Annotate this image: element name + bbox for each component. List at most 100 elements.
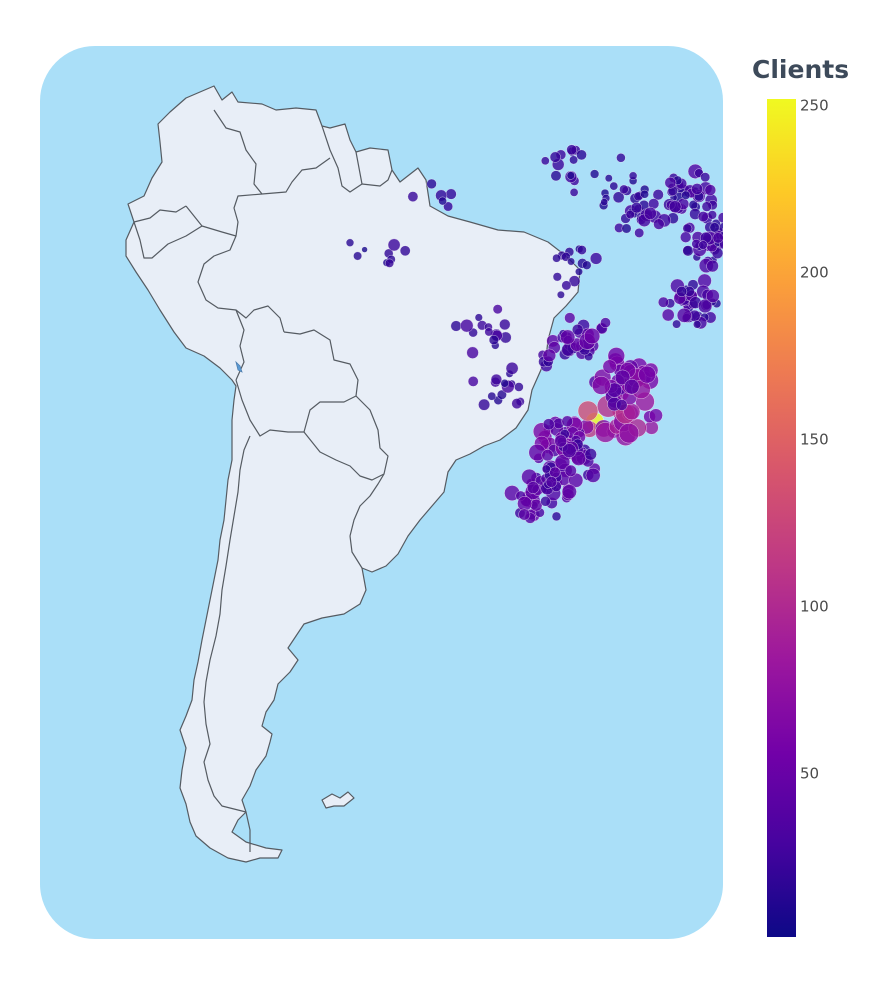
client-bubble[interactable]	[712, 232, 724, 244]
client-bubble[interactable]	[704, 184, 717, 196]
client-bubble[interactable]	[542, 348, 557, 363]
client-bubble[interactable]	[384, 258, 395, 268]
client-bubble[interactable]	[616, 153, 626, 163]
client-bubble[interactable]	[540, 496, 551, 507]
client-bubble[interactable]	[576, 149, 587, 161]
client-bubble[interactable]	[542, 418, 555, 431]
client-bubble[interactable]	[676, 307, 692, 323]
client-bubble[interactable]	[387, 238, 401, 252]
client-bubble[interactable]	[585, 467, 601, 483]
client-bubble[interactable]	[569, 188, 579, 197]
client-bubble[interactable]	[624, 378, 640, 395]
client-bubble[interactable]	[556, 290, 565, 299]
client-bubble[interactable]	[676, 286, 688, 297]
client-bubble[interactable]	[487, 391, 497, 401]
client-bubble[interactable]	[652, 189, 664, 201]
client-bubble[interactable]	[680, 231, 692, 243]
client-bubble[interactable]	[697, 298, 713, 314]
client-bubble[interactable]	[545, 476, 558, 488]
client-bubble[interactable]	[426, 178, 437, 190]
client-bubble[interactable]	[577, 400, 599, 422]
client-bubble[interactable]	[681, 190, 691, 200]
client-bubble[interactable]	[577, 245, 587, 255]
client-bubble[interactable]	[526, 481, 540, 494]
client-bubble[interactable]	[478, 398, 491, 411]
client-bubble[interactable]	[693, 320, 702, 329]
client-bubble[interactable]	[691, 183, 703, 195]
client-bubble[interactable]	[653, 218, 665, 230]
client-bubble[interactable]	[560, 329, 576, 345]
client-bubble[interactable]	[717, 212, 728, 224]
client-bubble[interactable]	[661, 308, 675, 322]
client-bubble[interactable]	[583, 327, 601, 345]
client-bubble[interactable]	[664, 176, 677, 189]
client-bubble[interactable]	[616, 399, 628, 411]
client-bubble[interactable]	[566, 144, 578, 156]
client-bubble[interactable]	[709, 222, 720, 233]
client-bubble[interactable]	[697, 211, 709, 223]
client-bubble[interactable]	[589, 169, 600, 179]
client-bubble[interactable]	[602, 359, 617, 374]
client-bubble[interactable]	[634, 227, 645, 238]
client-bubble[interactable]	[600, 317, 611, 329]
client-bubble[interactable]	[700, 172, 711, 183]
client-bubble[interactable]	[564, 312, 576, 324]
client-bubble[interactable]	[552, 272, 562, 282]
client-bubble[interactable]	[561, 484, 577, 500]
client-bubble[interactable]	[644, 420, 659, 435]
client-bubble[interactable]	[474, 313, 483, 322]
client-bubble[interactable]	[582, 260, 592, 270]
client-bubble[interactable]	[554, 434, 568, 448]
client-bubble[interactable]	[353, 251, 363, 261]
client-bubble[interactable]	[672, 319, 682, 329]
client-bubble[interactable]	[600, 198, 609, 206]
client-bubble[interactable]	[618, 423, 640, 444]
client-bubble[interactable]	[643, 206, 657, 220]
client-bubble[interactable]	[496, 389, 507, 400]
client-bubble[interactable]	[648, 408, 663, 423]
client-bubble[interactable]	[682, 245, 694, 257]
client-bubble[interactable]	[589, 252, 603, 265]
client-bubble[interactable]	[707, 210, 717, 220]
client-bubble[interactable]	[466, 346, 479, 359]
client-bubble[interactable]	[575, 267, 583, 276]
client-bubble[interactable]	[499, 318, 511, 331]
client-bubble[interactable]	[569, 155, 579, 165]
client-bubble[interactable]	[561, 280, 572, 291]
client-bubble[interactable]	[638, 365, 656, 384]
client-bubble[interactable]	[729, 237, 738, 246]
client-bubble[interactable]	[640, 189, 649, 199]
client-bubble[interactable]	[619, 184, 629, 195]
client-bubble[interactable]	[484, 327, 494, 337]
client-bubble[interactable]	[571, 323, 584, 336]
client-bubble[interactable]	[488, 334, 499, 346]
client-bubble[interactable]	[705, 289, 720, 303]
client-bubble[interactable]	[657, 296, 669, 308]
client-bubble[interactable]	[518, 508, 531, 521]
client-bubble[interactable]	[733, 235, 746, 248]
client-bubble[interactable]	[568, 275, 581, 287]
client-bubble[interactable]	[561, 415, 574, 428]
client-bubble[interactable]	[614, 369, 631, 386]
client-bubble[interactable]	[450, 320, 462, 332]
client-bubble[interactable]	[500, 379, 509, 388]
client-bubble[interactable]	[551, 511, 562, 522]
client-bubble[interactable]	[628, 171, 638, 181]
client-bubble[interactable]	[541, 449, 554, 462]
client-bubble[interactable]	[467, 376, 479, 387]
client-bubble[interactable]	[460, 319, 474, 333]
client-bubble[interactable]	[490, 373, 503, 386]
client-bubble[interactable]	[612, 191, 625, 204]
client-bubble[interactable]	[725, 220, 734, 229]
client-bubble[interactable]	[728, 245, 737, 254]
client-bubble[interactable]	[445, 188, 457, 200]
client-bubble[interactable]	[492, 304, 503, 315]
client-bubble[interactable]	[554, 454, 571, 470]
client-bubble[interactable]	[561, 443, 577, 458]
client-bubble[interactable]	[625, 209, 635, 220]
client-bubble[interactable]	[550, 170, 562, 182]
client-bubble[interactable]	[361, 246, 368, 253]
client-bubble[interactable]	[407, 191, 419, 202]
client-bubble[interactable]	[584, 448, 597, 461]
client-bubble[interactable]	[604, 174, 613, 183]
